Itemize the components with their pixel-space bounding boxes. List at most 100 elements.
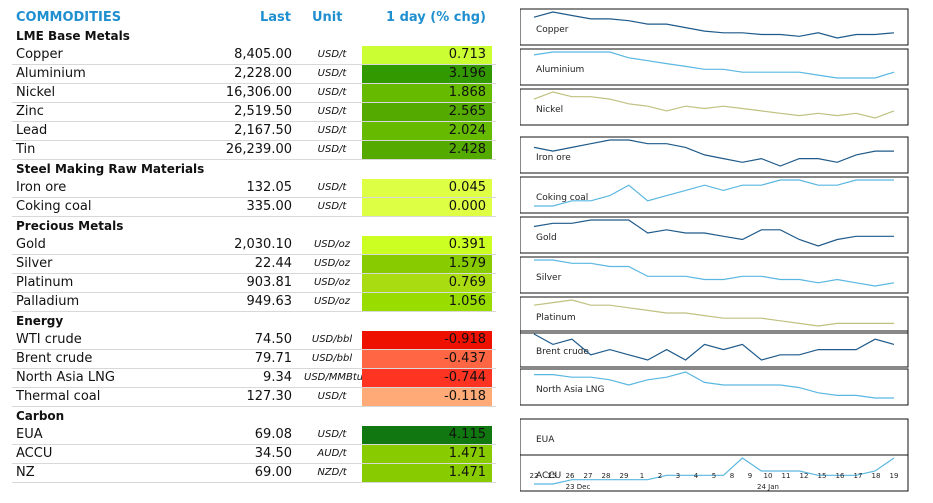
last-price: 69.08 xyxy=(254,427,292,442)
price-unit: USD/t xyxy=(317,68,347,79)
sparkline-panel: Copper Aluminium Nickel Iron ore Coking coal… xyxy=(520,8,910,498)
sparkline-label: Iron ore xyxy=(536,153,571,163)
sparkline-frame xyxy=(520,256,909,294)
table-row[interactable]: Brent crude 79.71 USD/bbl -0.437 xyxy=(12,350,496,369)
commodity-name: WTI crude xyxy=(16,332,82,347)
change-value: 0.713 xyxy=(362,46,492,64)
last-price: 9.34 xyxy=(263,370,292,385)
sparkline-label: North Asia LNG xyxy=(536,385,605,395)
change-value: 1.056 xyxy=(362,293,492,311)
sparkline-series xyxy=(534,179,894,207)
table-row[interactable]: Copper 8,405.00 USD/t 0.713 xyxy=(12,46,496,65)
sparkline-series xyxy=(533,333,895,361)
x-tick-label: 3 xyxy=(676,472,680,480)
price-unit: USD/oz xyxy=(313,239,351,250)
sparkline-silver: Silver xyxy=(520,256,909,294)
x-tick-label: 26 xyxy=(566,472,575,480)
change-value: 2.024 xyxy=(362,122,492,140)
last-price: 8,405.00 xyxy=(234,47,292,62)
x-tick-label: 15 xyxy=(818,472,827,480)
table-row[interactable]: Coking coal 335.00 USD/t 0.000 xyxy=(12,198,496,217)
commodity-name: Lead xyxy=(16,123,48,138)
x-tick-label: 10 xyxy=(764,472,773,480)
change-value: 2.428 xyxy=(362,141,492,159)
table-row[interactable]: Silver 22.44 USD/oz 1.579 xyxy=(12,255,496,274)
x-tick-label: 2 xyxy=(658,472,662,480)
change-value: -0.118 xyxy=(362,388,492,406)
change-value: 0.769 xyxy=(362,274,492,292)
sparkline-eua: EUA xyxy=(520,418,909,456)
last-price: 34.50 xyxy=(254,446,292,461)
sparkline-series xyxy=(533,51,895,79)
table-row[interactable]: Aluminium 2,228.00 USD/t 3.196 xyxy=(12,65,496,84)
change-value: 2.565 xyxy=(362,103,492,121)
change-value: 0.045 xyxy=(362,179,492,197)
last-price: 74.50 xyxy=(254,332,292,347)
table-row[interactable]: Gold 2,030.10 USD/oz 0.391 xyxy=(12,236,496,255)
price-unit: USD/t xyxy=(317,391,347,402)
change-value: 1.579 xyxy=(362,255,492,273)
x-tick-label: 18 xyxy=(872,472,881,480)
last-price: 2,228.00 xyxy=(234,66,292,81)
last-price: 16,306.00 xyxy=(225,85,292,100)
sparkline-series xyxy=(533,299,894,327)
sparkline-frame xyxy=(520,136,909,174)
sparkline-platinum: Platinum xyxy=(520,296,909,334)
price-unit: NZD/t xyxy=(317,467,347,478)
last-price: 903.81 xyxy=(246,275,293,290)
last-price: 26,239.00 xyxy=(225,142,292,157)
table-row[interactable]: Tin 26,239.00 USD/t 2.428 xyxy=(12,141,496,160)
sparkline-frame xyxy=(520,418,909,456)
x-tick-label: 8 xyxy=(730,472,734,480)
change-value: 0.391 xyxy=(362,236,492,254)
price-unit: USD/oz xyxy=(313,258,351,269)
price-unit: USD/bbl xyxy=(311,353,353,364)
table-row[interactable]: Lead 2,167.50 USD/t 2.024 xyxy=(12,122,496,141)
x-tick-label: 9 xyxy=(748,472,752,480)
change-value: 1.471 xyxy=(362,464,492,482)
table-row[interactable]: EUA 69.08 USD/t 4.115 xyxy=(12,426,496,445)
sparkline-label: Platinum xyxy=(536,313,576,323)
table-row[interactable]: Zinc 2,519.50 USD/t 2.565 xyxy=(12,103,496,122)
table-row[interactable]: Thermal coal 127.30 USD/t -0.118 xyxy=(12,388,496,407)
sparkline-label: Nickel xyxy=(536,105,563,115)
table-row[interactable]: Iron ore 132.05 USD/t 0.045 xyxy=(12,179,496,198)
change-value: -0.918 xyxy=(362,331,492,349)
section-title: Carbon xyxy=(16,409,65,423)
x-tick-label: 27 xyxy=(584,472,593,480)
commodity-name: Zinc xyxy=(16,104,44,119)
sparkline-nickel: Nickel xyxy=(520,88,909,126)
commodity-name: NZ xyxy=(16,465,35,480)
section-title: Precious Metals xyxy=(16,219,124,233)
last-price: 2,519.50 xyxy=(234,104,292,119)
change-value: 1.471 xyxy=(362,445,492,463)
sparkline-series xyxy=(533,11,895,39)
price-unit: AUD/t xyxy=(317,448,347,459)
commodity-name: ACCU xyxy=(16,446,53,461)
table-row[interactable]: NZ 69.00 NZD/t 1.471 xyxy=(12,464,496,483)
header-unit: Unit xyxy=(312,10,343,25)
price-unit: USD/t xyxy=(317,106,347,117)
sparkline-label: Coking coal xyxy=(536,193,588,203)
commodity-name: Brent crude xyxy=(16,351,93,366)
section-title: LME Base Metals xyxy=(16,29,130,43)
table-row[interactable]: Platinum 903.81 USD/oz 0.769 xyxy=(12,274,496,293)
sparkline-frame xyxy=(520,176,909,214)
commodity-name: Tin xyxy=(16,142,36,157)
x-tick-label: 19 xyxy=(890,472,899,480)
last-price: 127.30 xyxy=(246,389,293,404)
commodity-name: Thermal coal xyxy=(16,389,101,404)
commodity-name: North Asia LNG xyxy=(16,370,115,385)
table-row[interactable]: Nickel 16,306.00 USD/t 1.868 xyxy=(12,84,496,103)
table-row[interactable]: Palladium 949.63 USD/oz 1.056 xyxy=(12,293,496,312)
table-row[interactable]: WTI crude 74.50 USD/bbl -0.918 xyxy=(12,331,496,350)
price-unit: USD/bbl xyxy=(311,334,353,345)
x-tick-label: 25 xyxy=(548,472,557,480)
price-unit: USD/t xyxy=(317,49,347,60)
table-row[interactable]: ACCU 34.50 AUD/t 1.471 xyxy=(12,445,496,464)
table-row[interactable]: North Asia LNG 9.34 USD/MMBtu -0.744 xyxy=(12,369,496,388)
section-title: Steel Making Raw Materials xyxy=(16,162,205,176)
x-month-label: 24 Jan xyxy=(757,483,779,491)
header-change: 1 day (% chg) xyxy=(386,10,486,25)
price-unit: USD/oz xyxy=(313,277,351,288)
